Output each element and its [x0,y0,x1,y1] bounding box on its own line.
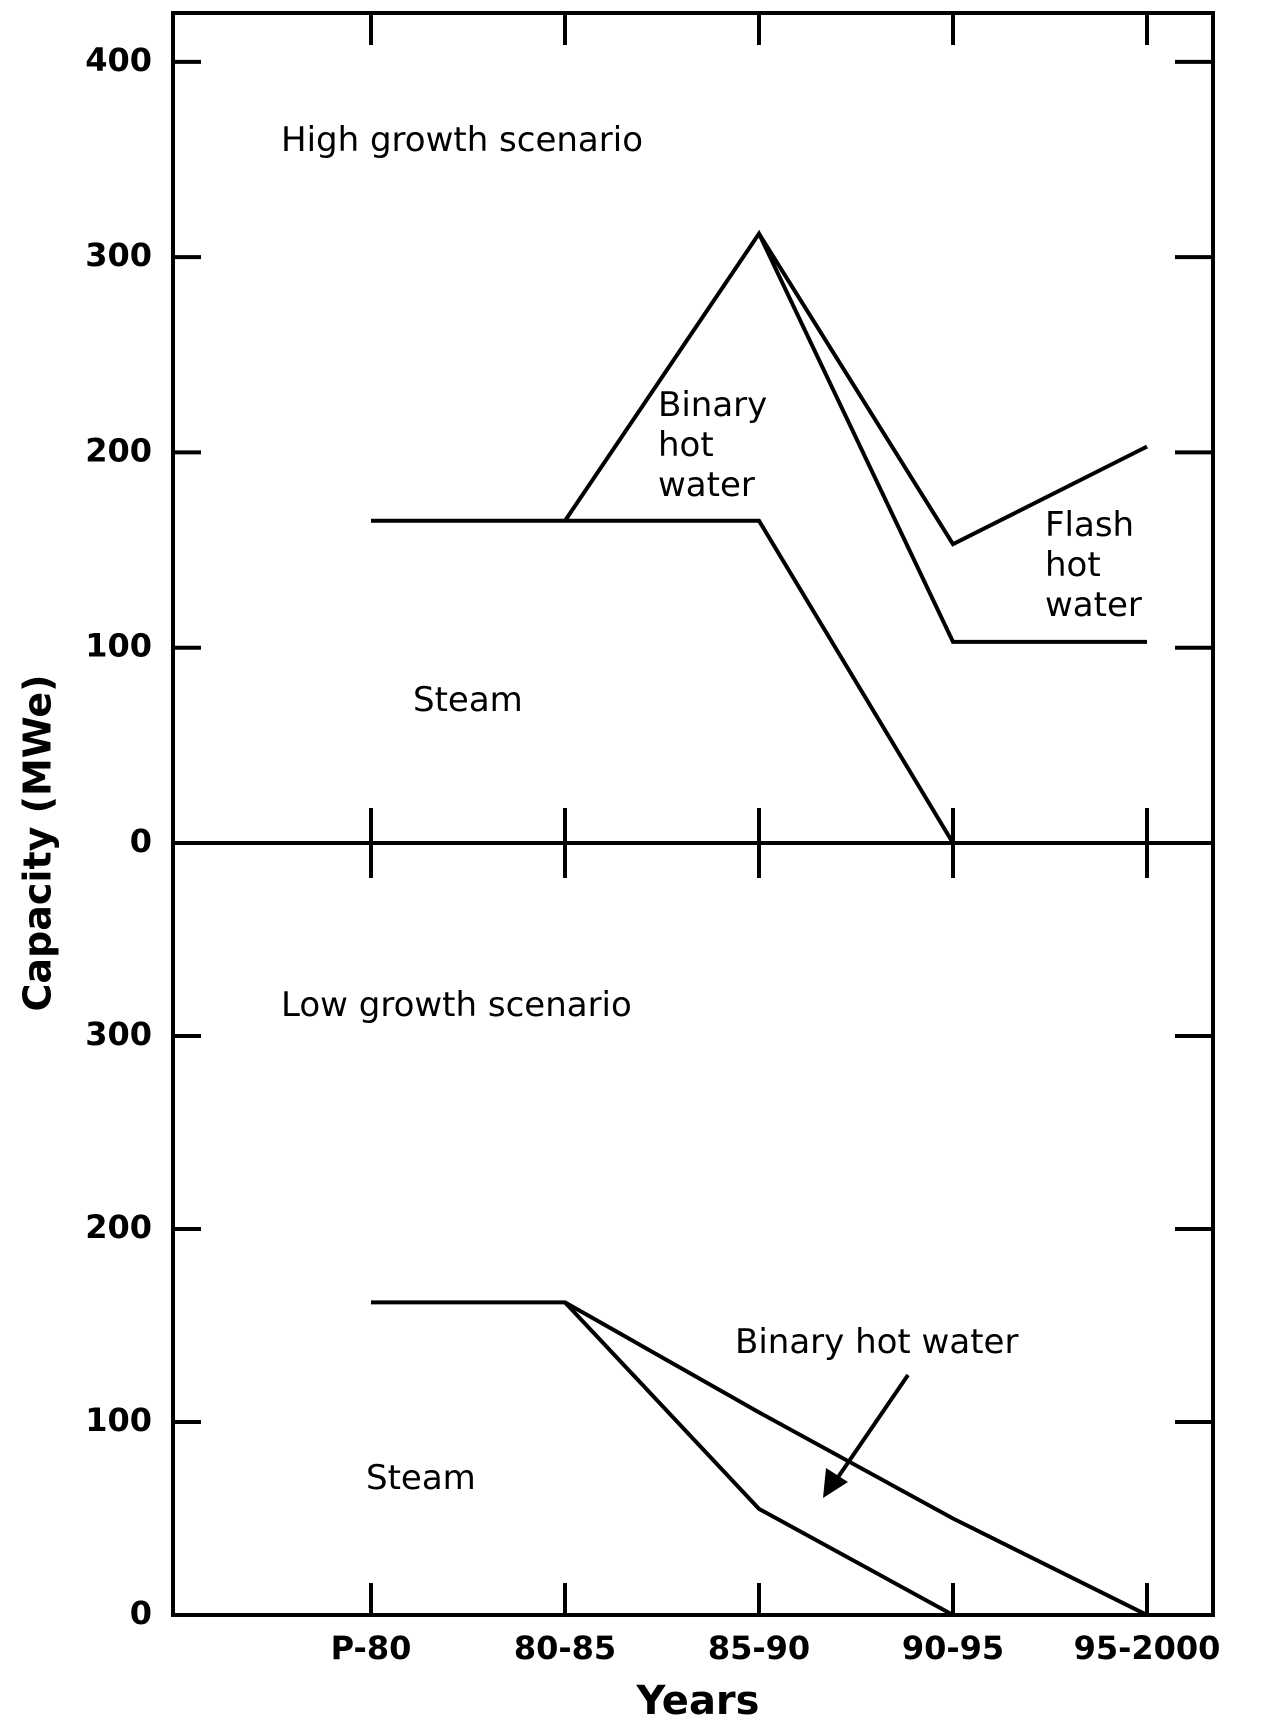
y-tick-label: 300 [85,1015,152,1053]
series-label: Binary hot water [658,385,768,505]
y-tick-label: 0 [130,1594,152,1632]
series-line [563,229,1147,644]
x-tick-label: 80-85 [514,1629,616,1667]
series-line [371,1300,1147,1617]
x-tick-label: 85-90 [708,1629,810,1667]
arrow-head [823,1468,848,1498]
y-tick-label: 0 [130,822,152,860]
series-label: Steam [366,1458,476,1498]
x-tick-label: P-80 [331,1629,412,1667]
y-tick-label: 400 [85,41,152,79]
series-line [371,518,1147,845]
y-tick-label: 300 [85,236,152,274]
x-axis-label: Years [636,1678,760,1724]
y-tick-label: 100 [85,1401,152,1439]
series-line [564,1300,1148,1617]
panel-title: Low growth scenario [281,985,632,1025]
series-label: Steam [413,680,523,720]
x-tick-label: 95-2000 [1074,1629,1221,1667]
series-line [757,232,1148,547]
panel-title: High growth scenario [281,120,643,160]
x-tick-label: 90-95 [902,1629,1004,1667]
y-tick-label: 200 [85,1208,152,1246]
y-tick-label: 100 [85,627,152,665]
series-label: Binary hot water [735,1322,1019,1362]
frame [171,11,1215,1617]
series-label: Flash hot water [1045,505,1142,625]
arrow [830,1373,910,1488]
y-axis-label: Capacity (MWe) [16,675,60,1012]
y-tick-label: 200 [85,431,152,469]
